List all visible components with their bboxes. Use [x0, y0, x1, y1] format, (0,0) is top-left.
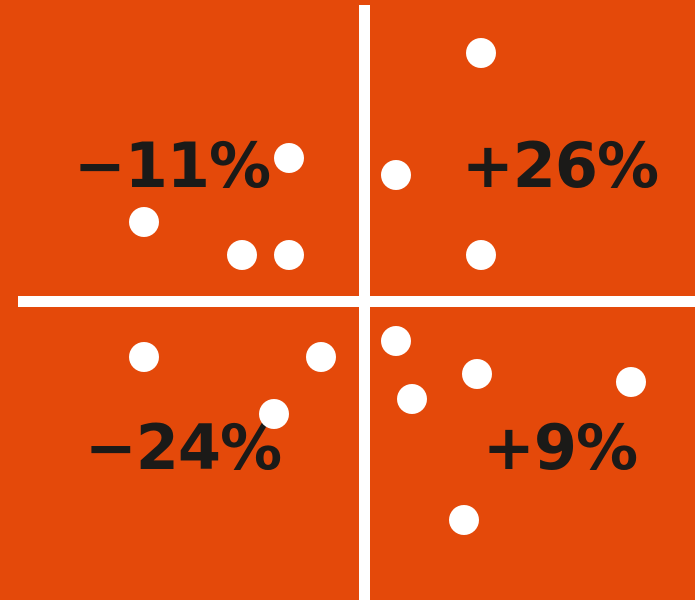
quadrant-label: −24%: [85, 411, 281, 484]
quadrant-label: −11%: [74, 129, 270, 202]
dot: [449, 505, 479, 535]
quadrant-label: +26%: [462, 129, 658, 202]
dot: [381, 160, 411, 190]
dot: [306, 342, 336, 372]
dot: [466, 240, 496, 270]
dot: [274, 240, 304, 270]
dot: [466, 38, 496, 68]
dot: [129, 342, 159, 372]
dot: [259, 399, 289, 429]
quadrant-label: +9%: [483, 411, 637, 484]
dots: [129, 38, 646, 535]
dot: [397, 384, 427, 414]
dot: [462, 359, 492, 389]
dot: [381, 326, 411, 356]
dot: [274, 143, 304, 173]
dot: [616, 367, 646, 397]
horizontal-divider: [18, 296, 695, 307]
dot: [129, 207, 159, 237]
dot: [227, 240, 257, 270]
